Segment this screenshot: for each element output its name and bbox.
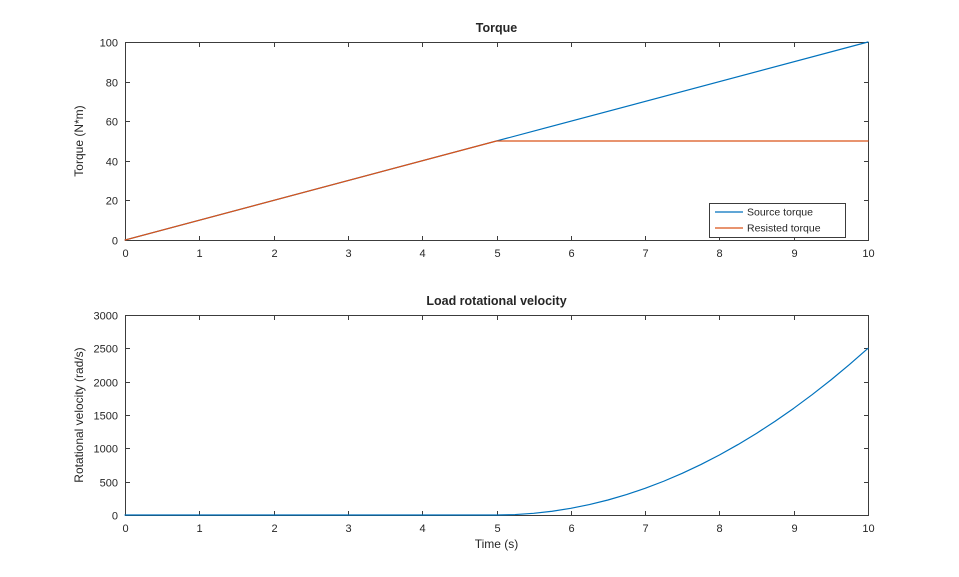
x-tick-label: 9	[791, 523, 797, 535]
y-tick-label: 40	[106, 157, 118, 169]
y-tick-label: 100	[100, 38, 118, 50]
x-tick-label: 9	[791, 248, 797, 260]
x-tick-label: 6	[568, 248, 574, 260]
x-tick-label: 3	[345, 523, 351, 535]
x-tick-label: 5	[494, 248, 500, 260]
x-axis-label: Time (s)	[475, 537, 519, 551]
x-tick-label: 3	[345, 248, 351, 260]
x-tick-label: 6	[568, 523, 574, 535]
y-axis-label: Rotational velocity (rad/s)	[72, 347, 86, 482]
x-tick-label: 1	[196, 248, 202, 260]
chart-load-rotational-velocity: 0 1 2 3 4 5 6 7 8 9 10 0 500 1000 1500 2000 2500 3000 Load…	[72, 294, 875, 551]
chart-title: Load rotational velocity	[426, 294, 566, 308]
y-tick-label: 80	[106, 78, 118, 90]
x-tick-label: 0	[122, 523, 128, 535]
legend-label-source-torque: Source torque	[747, 207, 813, 219]
x-tick-label: 4	[419, 248, 425, 260]
series-line-resisted-torque	[124, 140, 869, 241]
y-tick-label: 500	[100, 478, 118, 490]
y-tick-label: 1000	[94, 444, 118, 456]
x-tick-label: 10	[862, 523, 874, 535]
series-line-rotational-velocity	[124, 347, 869, 516]
y-tick-label: 0	[112, 511, 118, 523]
y-tick-label: 3000	[94, 311, 118, 323]
y-tick-label: 1500	[94, 411, 118, 423]
y-tick-label: 60	[106, 117, 118, 129]
y-tick-label: 2000	[94, 378, 118, 390]
x-tick-label: 10	[862, 248, 874, 260]
legend[interactable]: Source torque Resisted torque	[709, 203, 846, 238]
x-tick-label: 5	[494, 523, 500, 535]
legend-box	[709, 203, 846, 238]
y-axis-label: Torque (N*m)	[72, 105, 86, 176]
y-tick-label: 0	[112, 236, 118, 248]
x-tick-label: 8	[716, 248, 722, 260]
x-tick-label: 2	[271, 523, 277, 535]
y-tick-label: 2500	[94, 344, 118, 356]
legend-label-resisted-torque: Resisted torque	[747, 223, 821, 235]
chart-title: Torque	[476, 21, 517, 35]
x-tick-label: 0	[122, 248, 128, 260]
x-tick-label: 4	[419, 523, 425, 535]
x-tick-label: 7	[642, 248, 648, 260]
x-tick-label: 2	[271, 248, 277, 260]
x-tick-label: 7	[642, 523, 648, 535]
y-tick-label: 20	[106, 196, 118, 208]
axes-box	[125, 315, 869, 516]
x-tick-label: 8	[716, 523, 722, 535]
x-tick-label: 1	[196, 523, 202, 535]
